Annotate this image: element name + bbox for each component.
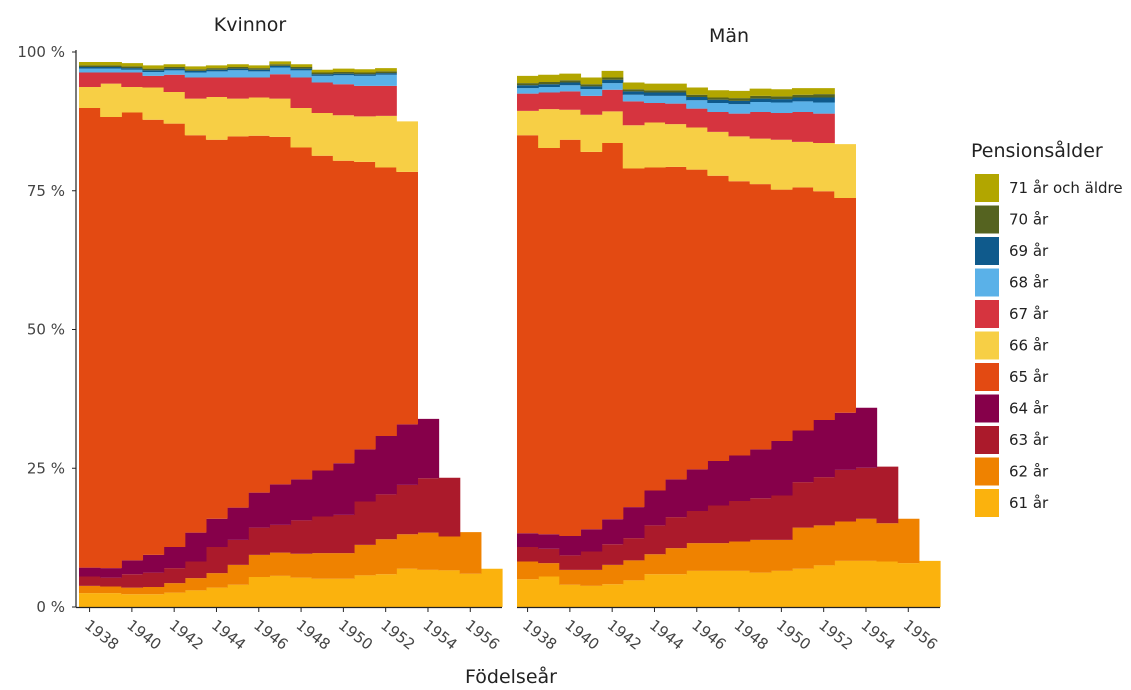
areas-kvinnor bbox=[79, 61, 503, 607]
y-axis: 0 % 25 % 50 % 75 % 100 % bbox=[17, 43, 77, 616]
legend-label: 61 år bbox=[1009, 494, 1049, 512]
x-ticks-kvinnor: 1938 1940 1942 1944 1946 1948 1950 1952 1954 1956 bbox=[76, 606, 503, 654]
x-axis-label: Födelseår bbox=[465, 665, 557, 688]
legend-label: 67 år bbox=[1009, 305, 1049, 323]
legend-label: 65 år bbox=[1009, 368, 1049, 386]
area-kvinnor-62-ar bbox=[79, 532, 482, 595]
legend-swatch bbox=[975, 331, 999, 360]
area-kvinnor-67-ar bbox=[79, 72, 397, 117]
x-tick-label: 1938 bbox=[519, 616, 560, 654]
area-man-63-ar bbox=[517, 466, 899, 570]
legend-swatch bbox=[975, 363, 999, 391]
area-kvinnor-69-ar bbox=[79, 65, 397, 76]
area-man-62-ar bbox=[517, 518, 920, 586]
legend-item-62-ar: 62 år bbox=[975, 457, 1049, 486]
x-tick-label: 1938 bbox=[81, 616, 122, 654]
x-tick-label: 1944 bbox=[208, 616, 249, 654]
legend-item-68-ar: 68 år bbox=[975, 268, 1049, 297]
x-tick-label: 1950 bbox=[335, 616, 376, 654]
legend: Pensionsålder 71 år och äldre 70 år 69 år 6… bbox=[971, 139, 1123, 517]
y-tick-label: 100 % bbox=[17, 43, 65, 61]
area-man-61-ar bbox=[517, 560, 941, 607]
legend-item-61-ar: 61 år bbox=[975, 489, 1049, 517]
x-tick-label: 1954 bbox=[858, 616, 899, 654]
legend-swatch bbox=[975, 268, 999, 297]
area-man-67-ar bbox=[517, 89, 835, 144]
panel-man: Män 1938 1940 1942 1944 1946 1948 1950 1952 1954… bbox=[517, 25, 941, 654]
x-tick-label: 1942 bbox=[166, 616, 207, 654]
legend-label: 66 år bbox=[1009, 337, 1049, 355]
y-tick-label: 75 % bbox=[27, 182, 65, 200]
area-man-68-ar bbox=[517, 83, 835, 114]
area-kvinnor-66-ar bbox=[79, 83, 418, 172]
x-tick-label: 1952 bbox=[815, 616, 856, 654]
panel-kvinnor: Kvinnor 1938 1940 1942 1944 1946 1948 1950 1952… bbox=[76, 14, 503, 654]
legend-swatch bbox=[975, 205, 999, 234]
y-tick-label: 25 % bbox=[27, 459, 65, 477]
legend-label: 64 år bbox=[1009, 400, 1049, 418]
area-man-66-ar bbox=[517, 109, 856, 198]
legend-label: 68 år bbox=[1009, 274, 1049, 292]
area-man-64-ar bbox=[517, 407, 878, 556]
legend-label: 69 år bbox=[1009, 242, 1049, 260]
legend-item-71-ar-och-aldre: 71 år och äldre bbox=[975, 174, 1123, 202]
x-tick-label: 1942 bbox=[604, 616, 645, 654]
legend-swatch bbox=[975, 174, 999, 202]
y-tick-label: 50 % bbox=[27, 321, 65, 339]
legend-items: 71 år och äldre 70 år 69 år 68 år 67 år 66 år… bbox=[975, 174, 1123, 517]
legend-item-66-ar: 66 år bbox=[975, 331, 1049, 360]
area-kvinnor-70-ar bbox=[79, 64, 397, 75]
legend-swatch bbox=[975, 426, 999, 454]
legend-item-64-ar: 64 år bbox=[975, 394, 1049, 423]
legend-swatch bbox=[975, 394, 999, 423]
legend-item-65-ar: 65 år bbox=[975, 363, 1049, 391]
legend-title: Pensionsålder bbox=[971, 139, 1103, 162]
legend-label: 71 år och äldre bbox=[1009, 179, 1123, 197]
legend-label: 63 år bbox=[1009, 431, 1049, 449]
area-kvinnor-71-ar-och-aldre bbox=[79, 61, 397, 73]
x-tick-label: 1948 bbox=[731, 616, 772, 654]
x-tick-label: 1954 bbox=[420, 616, 461, 654]
legend-swatch bbox=[975, 237, 999, 265]
legend-swatch bbox=[975, 300, 999, 328]
area-kvinnor-68-ar bbox=[79, 67, 397, 86]
x-tick-label: 1952 bbox=[377, 616, 418, 654]
legend-item-63-ar: 63 år bbox=[975, 426, 1049, 454]
x-tick-label: 1944 bbox=[646, 616, 687, 654]
x-ticks-man: 1938 1940 1942 1944 1946 1948 1950 1952 1954 1956 bbox=[517, 606, 941, 654]
legend-swatch bbox=[975, 489, 999, 517]
x-tick-label: 1946 bbox=[250, 616, 291, 654]
area-kvinnor-63-ar bbox=[79, 477, 461, 588]
legend-label: 62 år bbox=[1009, 463, 1049, 481]
x-tick-label: 1956 bbox=[900, 616, 941, 654]
area-man-65-ar bbox=[517, 135, 856, 536]
y-tick-label: 0 % bbox=[36, 598, 65, 616]
areas-man bbox=[517, 70, 941, 607]
x-tick-label: 1940 bbox=[123, 616, 164, 654]
x-tick-label: 1956 bbox=[462, 616, 503, 654]
area-kvinnor-64-ar bbox=[79, 418, 440, 578]
x-tick-label: 1946 bbox=[688, 616, 729, 654]
legend-item-67-ar: 67 år bbox=[975, 300, 1049, 328]
x-tick-label: 1948 bbox=[293, 616, 334, 654]
panel-title-kvinnor: Kvinnor bbox=[214, 14, 287, 36]
legend-swatch bbox=[975, 457, 999, 486]
x-tick-label: 1950 bbox=[773, 616, 814, 654]
legend-item-69-ar: 69 år bbox=[975, 237, 1049, 265]
legend-label: 70 år bbox=[1009, 211, 1049, 229]
panel-title-man: Män bbox=[709, 25, 749, 47]
area-man-71-ar-och-aldre bbox=[517, 70, 835, 99]
area-kvinnor-65-ar bbox=[79, 108, 418, 569]
legend-item-70-ar: 70 år bbox=[975, 205, 1049, 234]
x-tick-label: 1940 bbox=[561, 616, 602, 654]
area-kvinnor-61-ar bbox=[79, 568, 503, 607]
